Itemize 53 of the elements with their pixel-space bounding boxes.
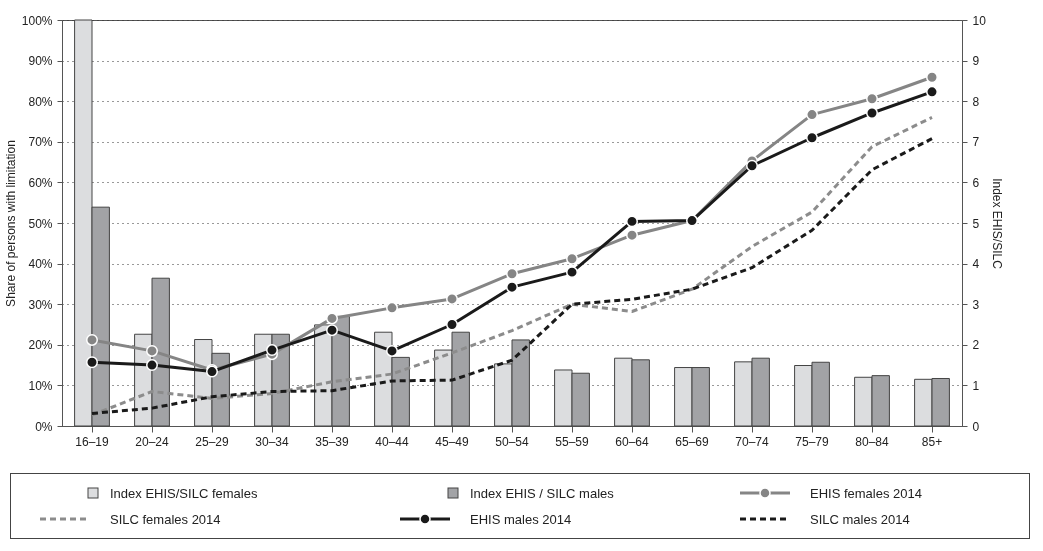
y-axis-title: Share of persons with limitation	[3, 140, 18, 307]
legend-label: Index EHIS/SILC females	[110, 485, 258, 501]
y-tick-label: 100%	[21, 13, 53, 28]
x-tick-label: 80–84	[855, 434, 890, 449]
point	[746, 159, 758, 172]
y2-tick-label: 5	[972, 216, 980, 231]
x-tick-label: 70–74	[735, 434, 770, 449]
y-tick-label: 0%	[35, 419, 53, 434]
x-tick-label: 20–24	[135, 434, 170, 449]
y2-tick-label: 2	[972, 338, 980, 353]
point	[146, 344, 158, 357]
y-tick-label: 70%	[28, 135, 53, 150]
y-tick-label: 40%	[28, 257, 53, 272]
legend-label: SILC females 2014	[110, 511, 221, 527]
x-tick-label: 75–79	[795, 434, 830, 449]
y2-tick-label: 0	[972, 419, 980, 434]
x-tick-label: 45–49	[435, 434, 470, 449]
x-tick-label: 40–44	[375, 434, 410, 449]
legend-label: SILC males 2014	[810, 511, 910, 527]
legend-label: EHIS males 2014	[470, 511, 572, 527]
x-tick-label: 55–59	[555, 434, 590, 449]
y2-tick-label: 9	[972, 54, 980, 69]
x-tick-label: 35–39	[315, 434, 350, 449]
point	[326, 324, 338, 337]
x-tick-label: 65–69	[675, 434, 710, 449]
point	[86, 356, 98, 369]
y2-tick-label: 7	[972, 135, 980, 150]
legend-label: Index EHIS / SILC males	[470, 485, 615, 501]
x-tick-label: 30–34	[255, 434, 290, 449]
y-tick-label: 30%	[28, 297, 53, 312]
point	[266, 344, 278, 357]
y2-tick-label: 3	[972, 297, 980, 312]
x-tick-label: 60–64	[615, 434, 650, 449]
x-tick-label: 50–54	[495, 434, 530, 449]
y2-tick-label: 6	[972, 175, 980, 190]
y-tick-label: 20%	[28, 338, 53, 353]
y2-tick-label: 1	[972, 378, 980, 393]
point	[146, 359, 158, 372]
y-tick-label: 50%	[28, 216, 53, 231]
y-tick-label: 80%	[28, 94, 53, 109]
x-tick-label: 25–29	[195, 434, 230, 449]
y-tick-label: 90%	[28, 54, 53, 69]
y-tick-label: 60%	[28, 175, 53, 190]
y-tick-label: 10%	[28, 378, 53, 393]
point	[86, 333, 98, 346]
y2-tick-label: 8	[972, 94, 980, 109]
y2-axis-title: Index EHIS/SILC	[989, 178, 1004, 270]
x-tick-label: 85+	[921, 434, 943, 449]
y2-tick-label: 10	[972, 13, 987, 28]
point	[386, 344, 398, 357]
x-tick-label: 16–19	[75, 434, 110, 449]
legend-label: EHIS females 2014	[810, 485, 923, 501]
y2-tick-label: 4	[972, 257, 980, 272]
